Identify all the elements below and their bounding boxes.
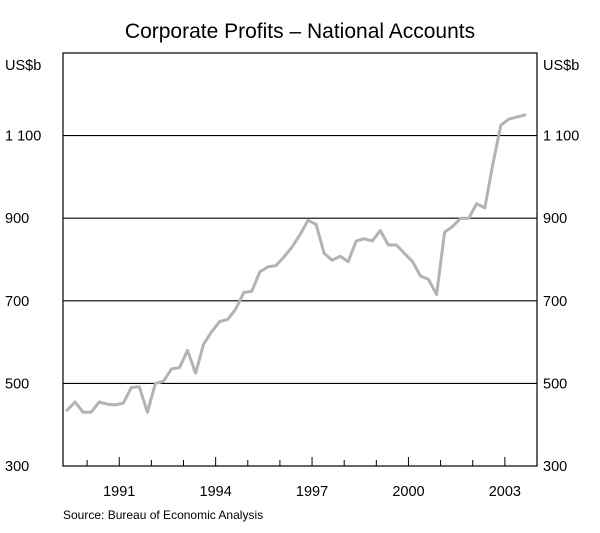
right-unit-label: US$b (543, 58, 579, 74)
x-tick-label-1991: 1991 (103, 484, 135, 500)
x-tick-labels: 1991 1994 1997 2000 2003 (103, 484, 521, 500)
x-tick-label-2000: 2000 (392, 484, 424, 500)
axis-ticks (86, 457, 538, 466)
series-group (65, 113, 527, 414)
source-note: Source: Bureau of Economic Analysis (63, 508, 263, 522)
series-line-0 (65, 113, 527, 414)
y-tick-label-left-900: 900 (5, 211, 29, 227)
y-tick-label-right-300: 300 (543, 459, 567, 475)
plot-frame (62, 52, 538, 467)
y-tick-label-left-1100: 1 100 (5, 129, 41, 145)
y-tick-label-left-300: 300 (5, 459, 29, 475)
left-unit-label: US$b (5, 58, 41, 74)
gridlines (63, 135, 537, 384)
x-tick-label-2003: 2003 (489, 484, 521, 500)
y-tick-label-left-700: 700 (5, 294, 29, 310)
y-tick-label-left-500: 500 (5, 376, 29, 392)
x-tick-label-1994: 1994 (200, 484, 232, 500)
y-tick-label-right-900: 900 (543, 211, 567, 227)
chart-title: Corporate Profits – National Accounts (125, 20, 475, 43)
y-tick-label-right-700: 700 (543, 294, 567, 310)
y-tick-label-right-1100: 1 100 (543, 129, 579, 145)
x-tick-label-1997: 1997 (296, 484, 328, 500)
y-tick-label-right-500: 500 (543, 376, 567, 392)
y-tick-labels: 300 300 500 500 700 700 900 900 1 100 1 100 (5, 129, 579, 475)
